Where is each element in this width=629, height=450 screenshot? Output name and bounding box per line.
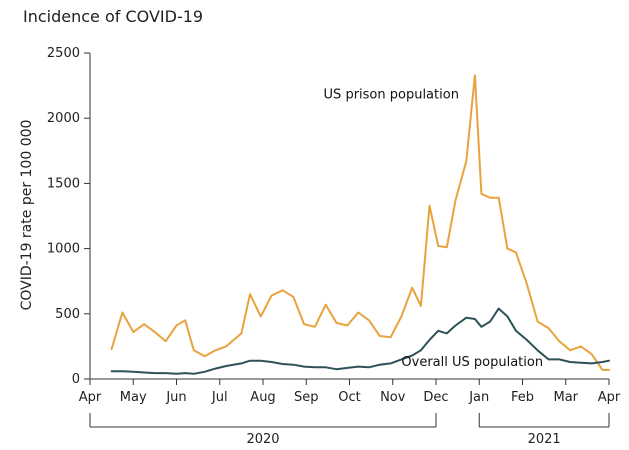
x-tick-label: Nov — [380, 390, 406, 405]
y-tick-label: 500 — [55, 307, 80, 322]
x-tick-label: Jan — [468, 390, 489, 405]
x-tick-label: Jul — [211, 390, 228, 405]
x-tick-label: Dec — [423, 390, 448, 405]
y-tick-label: 1000 — [47, 242, 80, 257]
x-tick-label: Apr — [79, 390, 102, 405]
x-tick-label: Mar — [553, 390, 578, 405]
x-tick-label: Aug — [250, 390, 275, 405]
y-tick-label: 2000 — [47, 111, 80, 126]
chart-marks: 0 500 1000 1500 2000 2500 Apr May Jun Jul Aug Sep Oc… — [47, 46, 621, 447]
year-label: 2021 — [528, 432, 561, 447]
y-tick-label: 1500 — [47, 176, 80, 191]
x-tick-label: Oct — [338, 390, 360, 405]
x-tick-label: Sep — [294, 390, 319, 405]
series-line-overall-us-population — [110, 307, 610, 375]
chart-title: Incidence of COVID-19 — [23, 7, 203, 26]
x-tick-label: Jun — [165, 390, 186, 405]
y-tick-label: 2500 — [47, 46, 80, 61]
series-line-us-prison-population — [110, 74, 610, 371]
series-annotation: Overall US population — [401, 355, 543, 370]
y-tick-label: 0 — [72, 372, 80, 387]
x-tick-label: Apr — [598, 390, 621, 405]
x-tick-label: Feb — [511, 390, 534, 405]
year-label: 2020 — [246, 432, 279, 447]
series-annotation: US prison population — [324, 88, 459, 103]
x-tick-label: May — [120, 390, 147, 405]
y-axis-label: COVID-19 rate per 100 000 — [19, 120, 35, 311]
